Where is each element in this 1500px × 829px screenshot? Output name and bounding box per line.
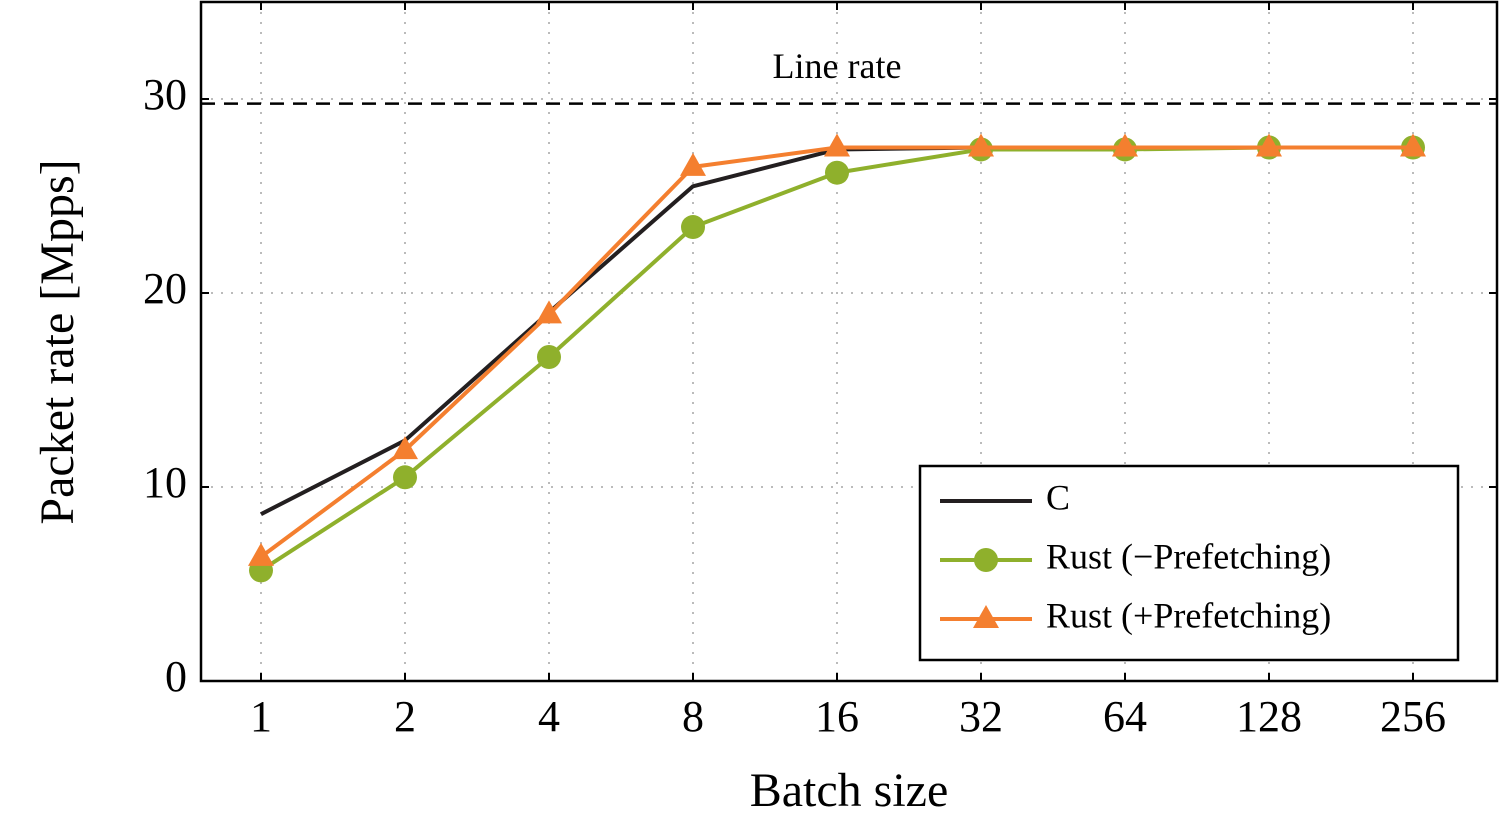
y-tick-label: 10	[143, 458, 187, 507]
x-tick-label: 1	[250, 692, 272, 741]
legend-label: Rust (−Prefetching)	[1046, 536, 1331, 576]
legend-box	[918, 464, 1460, 662]
marker	[392, 436, 418, 460]
marker	[825, 160, 849, 185]
marker	[824, 133, 850, 157]
plot-frame	[199, 0, 1499, 683]
y-tick-label: 30	[143, 70, 187, 119]
marker	[973, 605, 999, 628]
marker	[248, 542, 274, 566]
marker	[393, 465, 417, 490]
legend-label: Rust (+Prefetching)	[1046, 595, 1331, 635]
y-axis-label: Packet rate [Mpps]	[31, 159, 84, 524]
marker	[681, 215, 705, 240]
x-tick-label: 256	[1380, 692, 1446, 741]
x-tick-label: 64	[1103, 692, 1147, 741]
marker	[974, 548, 998, 572]
y-tick-label: 0	[165, 652, 187, 701]
x-tick-label: 128	[1236, 692, 1302, 741]
marker	[968, 133, 994, 157]
x-tick-label: 2	[394, 692, 416, 741]
marker	[536, 300, 562, 324]
x-tick-label: 32	[959, 692, 1003, 741]
x-tick-label: 4	[538, 692, 560, 741]
x-tick-label: 16	[815, 692, 859, 741]
marker	[1256, 133, 1282, 157]
marker	[1112, 133, 1138, 157]
x-tick-label: 8	[682, 692, 704, 741]
marker	[680, 152, 706, 176]
marker	[537, 345, 561, 370]
reference-label: Line rate	[773, 46, 902, 86]
x-axis-label: Batch size	[750, 764, 949, 817]
y-tick-label: 20	[143, 264, 187, 313]
marker	[1400, 133, 1426, 157]
legend-label: C	[1046, 477, 1070, 517]
